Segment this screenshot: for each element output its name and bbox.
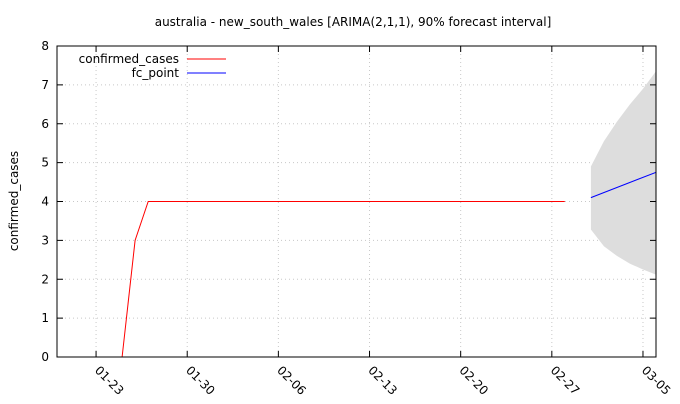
x-tick-label: 01-23 xyxy=(92,363,127,398)
series-layer xyxy=(83,171,656,357)
series-line-fc-point xyxy=(590,171,656,199)
x-tick-label: 02-20 xyxy=(457,363,492,398)
y-tick-label: 2 xyxy=(41,272,49,286)
y-tick-label: 8 xyxy=(41,39,49,53)
legend-label-confirmed-cases: confirmed_cases xyxy=(79,52,179,66)
series-line-confirmed-cases xyxy=(83,201,565,357)
x-tick-label: 01-30 xyxy=(183,363,218,398)
x-tick-label: 02-27 xyxy=(548,363,583,398)
x-tick-label: 02-06 xyxy=(274,363,309,398)
legend: confirmed_cases fc_point xyxy=(79,52,226,80)
legend-label-fc-point: fc_point xyxy=(132,66,180,80)
axis-ticks: 0 1 2 3 4 5 6 7 8 01-23 01-30 02-06 02-13 02-20 02-27 0… xyxy=(41,39,673,398)
y-tick-label: 6 xyxy=(41,117,49,131)
y-tick-label: 7 xyxy=(41,78,49,92)
y-axis-label: confirmed_cases xyxy=(7,151,21,251)
y-tick-label: 1 xyxy=(41,311,49,325)
y-tick-label: 5 xyxy=(41,156,49,170)
y-tick-label: 4 xyxy=(41,195,49,209)
x-tick-label: 03-05 xyxy=(639,363,674,398)
x-tick-label: 02-13 xyxy=(365,363,400,398)
y-tick-label: 0 xyxy=(41,350,49,364)
chart-title: australia - new_south_wales [ARIMA(2,1,1… xyxy=(155,15,552,29)
forecast-interval-band xyxy=(590,71,656,275)
forecast-band-layer xyxy=(590,71,656,275)
y-tick-label: 3 xyxy=(41,233,49,247)
